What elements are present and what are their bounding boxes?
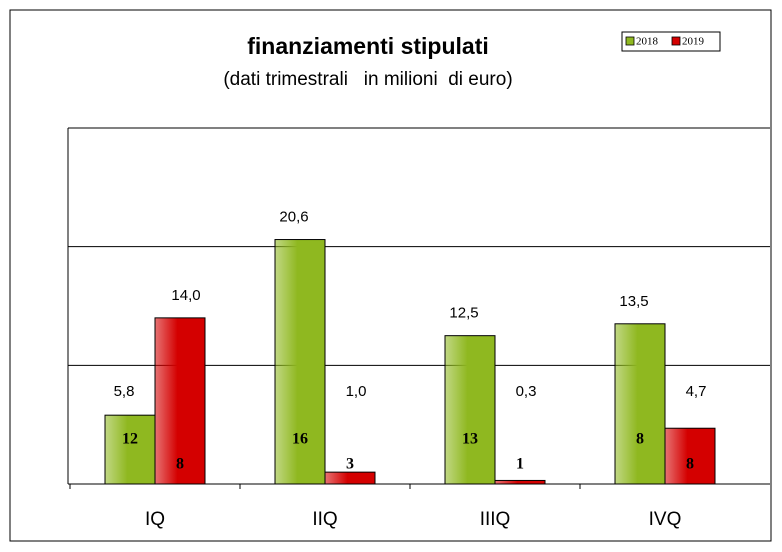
value-label: 14,0 xyxy=(171,287,200,304)
bar xyxy=(664,427,716,485)
inner-label: 8 xyxy=(176,456,184,473)
x-tick-label: IIQ xyxy=(312,509,337,530)
inner-label: 1 xyxy=(516,456,524,473)
inner-label: 13 xyxy=(462,431,478,448)
value-label: 0,3 xyxy=(516,383,537,400)
bar xyxy=(154,317,206,485)
legend-swatch xyxy=(625,36,635,46)
value-label: 4,7 xyxy=(686,383,707,400)
value-label: 20,6 xyxy=(279,209,308,226)
value-label: 13,5 xyxy=(619,293,648,310)
bar xyxy=(274,239,326,485)
bar xyxy=(494,479,546,485)
bar xyxy=(444,335,496,485)
value-label: 5,8 xyxy=(114,383,135,400)
inner-label: 16 xyxy=(292,431,308,448)
legend-label: 2019 xyxy=(682,36,705,48)
x-tick-label: IQ xyxy=(145,509,165,530)
inner-label: 3 xyxy=(346,456,354,473)
value-label: 12,5 xyxy=(449,305,478,322)
chart-title: finanziamenti stipulati xyxy=(247,33,489,59)
bar xyxy=(324,471,376,485)
legend-label: 2018 xyxy=(636,36,659,48)
legend-swatch xyxy=(671,36,681,46)
inner-label: 8 xyxy=(686,456,694,473)
x-tick-label: IVQ xyxy=(649,509,682,530)
inner-label: 12 xyxy=(122,431,138,448)
legend-box xyxy=(621,31,721,52)
bar xyxy=(614,323,666,485)
value-label: 1,0 xyxy=(346,383,367,400)
x-tick-label: IIIQ xyxy=(480,509,511,530)
bar xyxy=(104,414,156,485)
inner-label: 8 xyxy=(636,431,644,448)
chart-subtitle: (dati trimestrali in milioni di euro) xyxy=(223,69,512,90)
